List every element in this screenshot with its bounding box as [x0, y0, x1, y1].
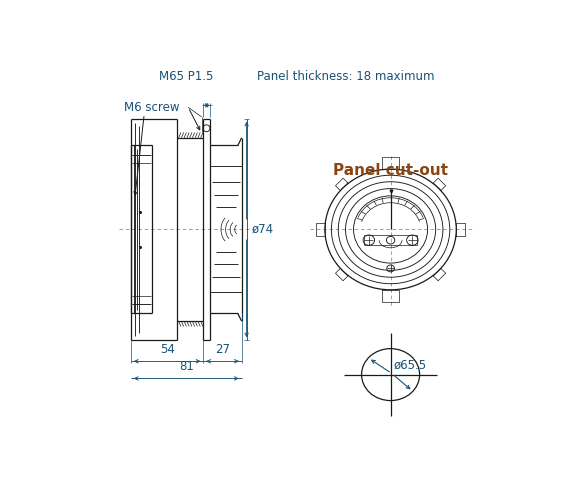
Text: 81: 81	[179, 361, 194, 373]
Text: M6 screw: M6 screw	[124, 101, 179, 114]
Text: 27: 27	[215, 343, 230, 356]
Text: ø65.5: ø65.5	[393, 359, 426, 372]
Text: ø74: ø74	[251, 223, 274, 236]
Text: 54: 54	[160, 343, 174, 356]
Text: Panel cut-out: Panel cut-out	[333, 163, 448, 178]
Text: M65 P1.5: M65 P1.5	[159, 70, 214, 83]
Text: Panel thickness: 18 maximum: Panel thickness: 18 maximum	[257, 70, 434, 83]
